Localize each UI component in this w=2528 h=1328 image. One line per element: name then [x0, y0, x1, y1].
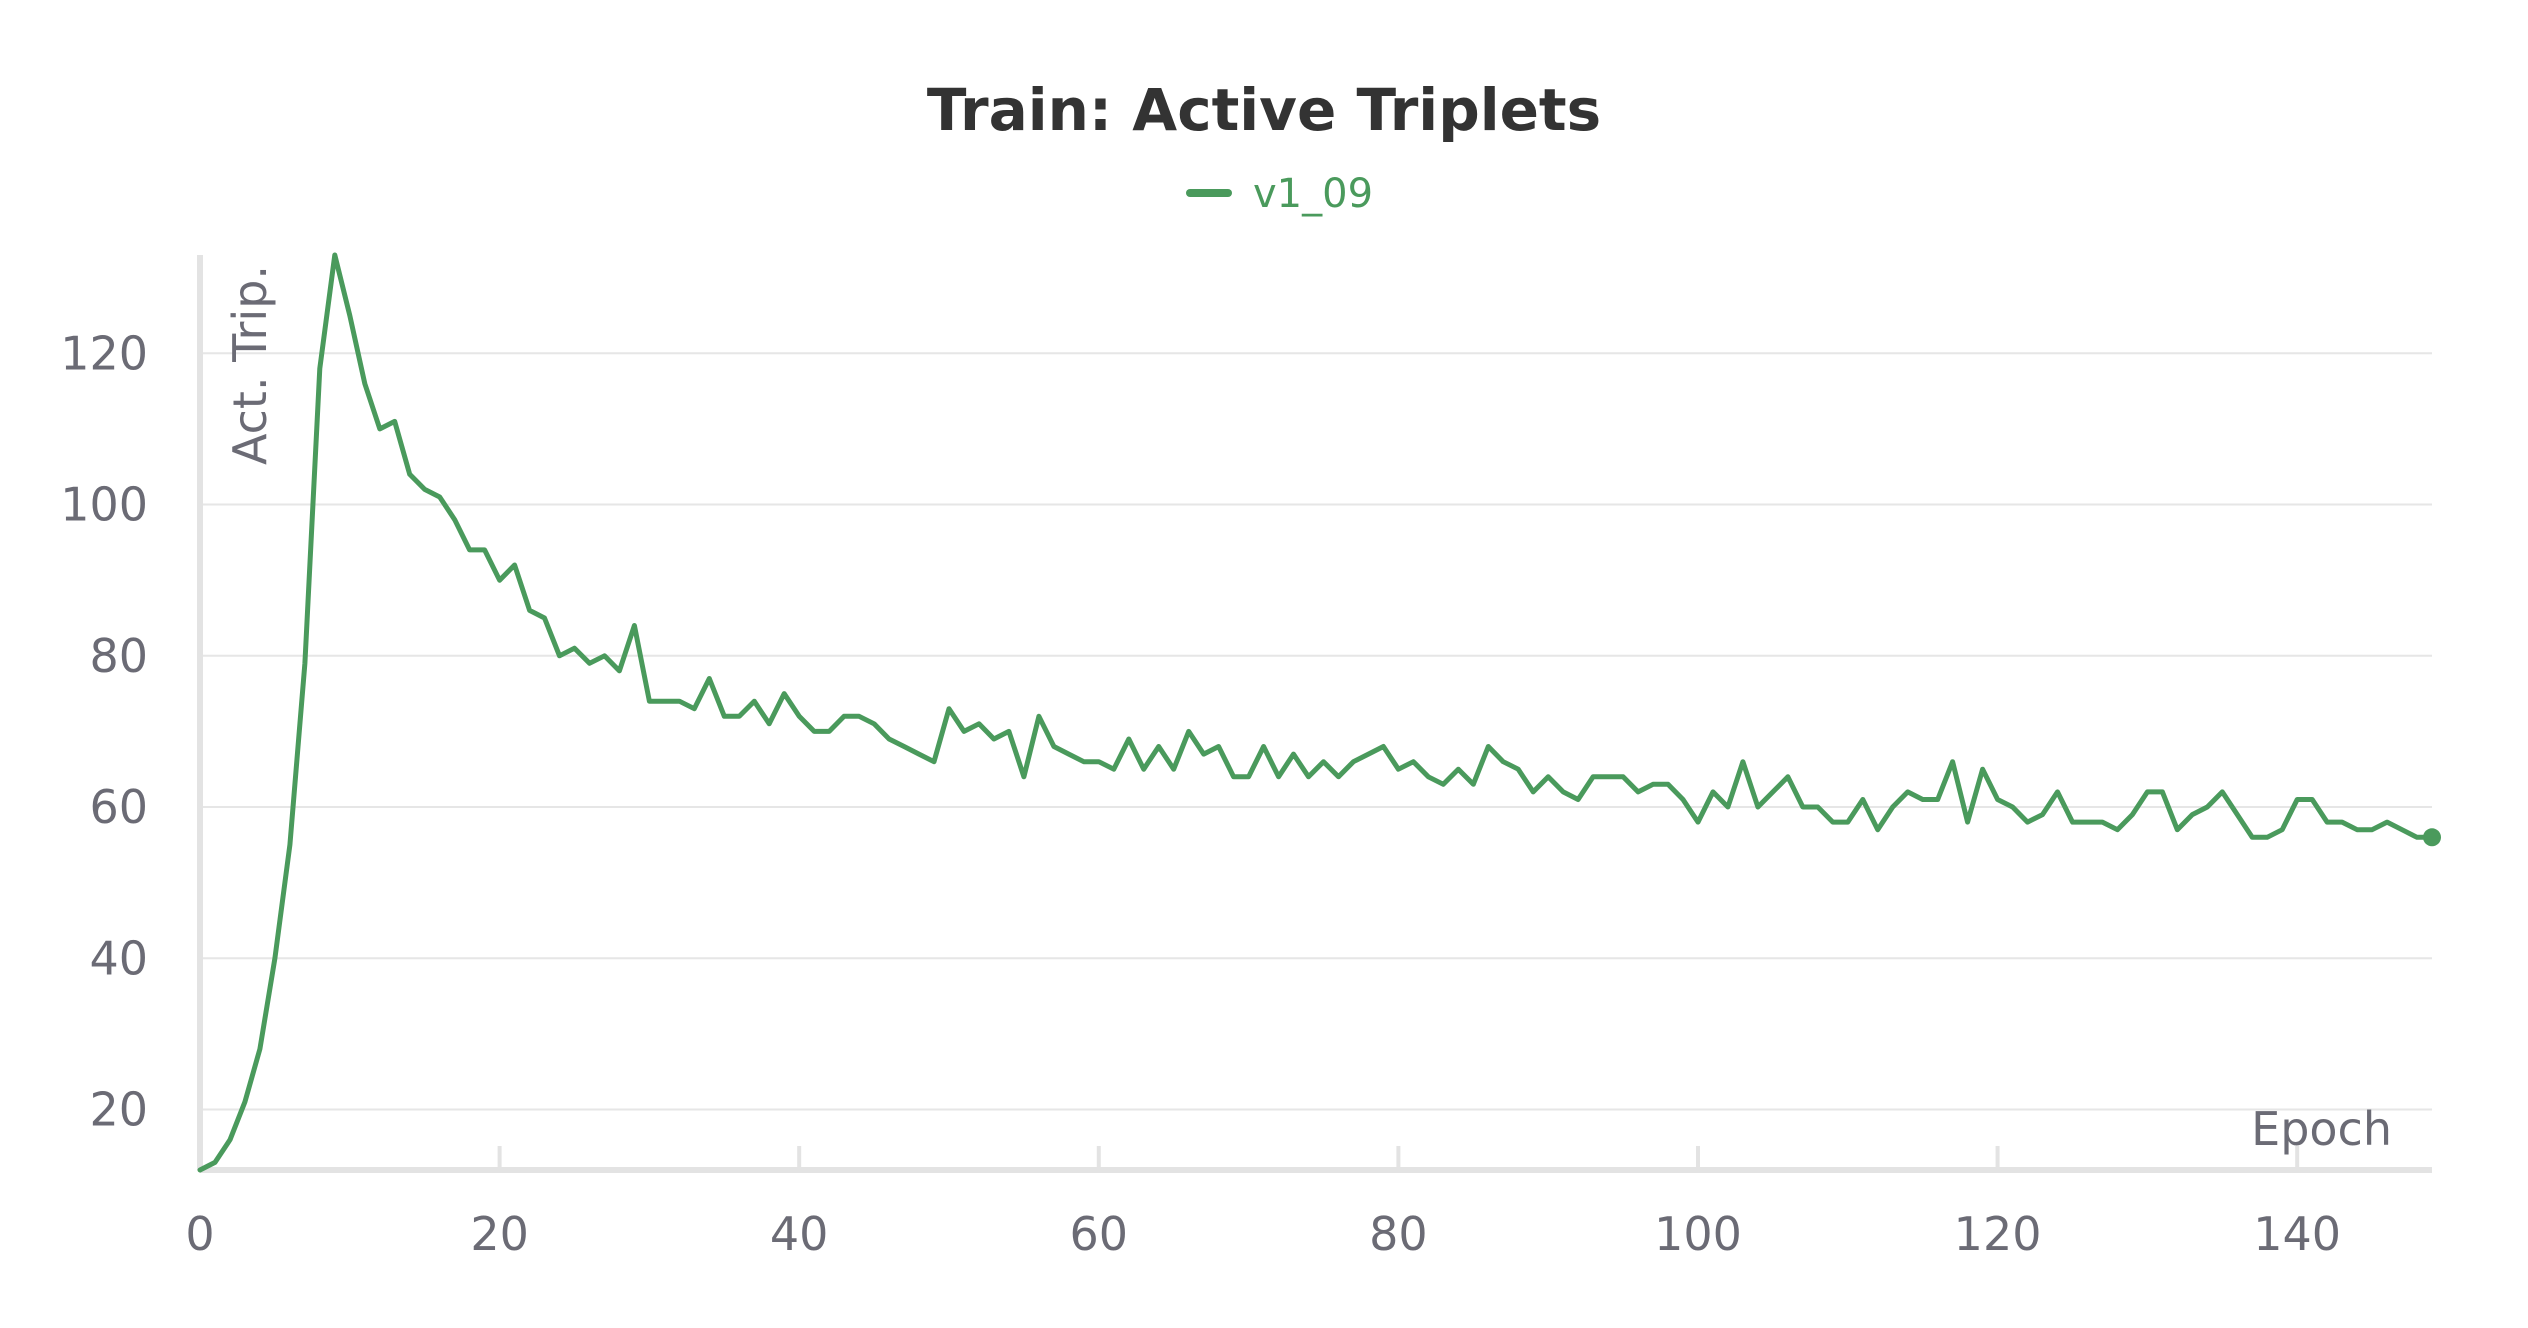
series-layer	[197, 252, 2441, 1173]
x-tick-label: 40	[770, 1207, 829, 1261]
x-tick-label: 120	[1954, 1207, 2042, 1261]
x-tick-label: 60	[1070, 1207, 1129, 1261]
legend-label: v1_09	[1253, 171, 1373, 217]
legend: v1_09	[1186, 171, 1373, 217]
grid-lines	[200, 352, 2432, 1111]
x-tick-label: 100	[1654, 1207, 1742, 1261]
y-tick-label: 120	[60, 326, 148, 380]
x-axis-label: Epoch	[2251, 1102, 2392, 1156]
series-end-point	[2423, 828, 2441, 847]
x-tick-label: 140	[2253, 1207, 2341, 1261]
x-tick-label: 0	[185, 1207, 214, 1261]
x-tick-label: 80	[1369, 1207, 1428, 1261]
y-tick-label: 40	[89, 931, 148, 985]
y-axis-label: Act. Trip.	[223, 265, 277, 465]
y-tick-label: 100	[60, 478, 148, 532]
y-tick-label: 60	[89, 780, 148, 834]
series-line	[197, 252, 2435, 1173]
chart-title: Train: Active Triplets	[927, 76, 1601, 144]
y-tick-label: 20	[89, 1083, 148, 1137]
x-tick-label: 20	[470, 1207, 529, 1261]
axes: 20 40 60 80 100 120 0 20 40 60 80 100 120 140	[60, 255, 2432, 1261]
y-tick-label: 80	[89, 629, 148, 683]
